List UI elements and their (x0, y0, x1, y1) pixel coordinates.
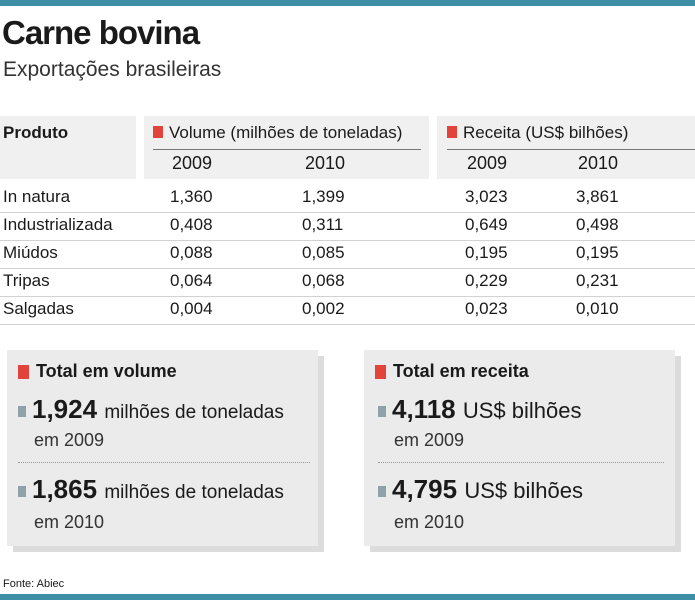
total-volume-box: Total em volume 1,924 milhões de tonelad… (7, 350, 318, 546)
total-revenue-title: Total em receita (393, 361, 529, 381)
total-revenue-marker (375, 365, 386, 379)
header-divider (429, 116, 437, 179)
source-note: Fonte: Abiec (3, 578, 65, 590)
year-volume-2010: 2010 (304, 153, 346, 173)
total-revenue-2010-unit: US$ bilhões (464, 478, 583, 503)
total-volume-title: Total em volume (36, 361, 177, 381)
chart-title: Carne bovina (2, 14, 200, 51)
volume-2009: 1,360 (170, 187, 213, 206)
revenue-2010: 0,195 (576, 243, 619, 262)
volume-2010: 0,085 (302, 243, 345, 262)
year-revenue-2010: 2010 (577, 153, 619, 173)
revenue-2010: 3,861 (576, 187, 619, 206)
revenue-2009: 0,229 (465, 271, 508, 290)
total-revenue-box: Total em receita 4,118 US$ bilhões em 20… (364, 350, 675, 546)
header-product: Produto (3, 123, 69, 142)
total-revenue-2009-value: 4,118 (392, 394, 456, 424)
volume-2010: 0,002 (302, 299, 345, 318)
table-row: Tripas 0,064 0,068 0,229 0,231 (0, 268, 695, 297)
volume-2009: 0,004 (170, 299, 213, 318)
revenue-2009: 0,195 (465, 243, 508, 262)
total-revenue-2009: 4,118 US$ bilhões (392, 394, 582, 425)
total-revenue-2010-year: em 2010 (394, 512, 465, 532)
total-revenue-2009-year: em 2009 (394, 430, 465, 450)
bottom-accent-bar (0, 594, 695, 600)
chart-subtitle: Exportações brasileiras (3, 58, 222, 81)
bullet-icon (378, 486, 386, 497)
total-volume-2010: 1,865 milhões de toneladas (32, 474, 284, 505)
year-volume-2009: 2009 (171, 153, 213, 173)
header-revenue: Receita (US$ bilhões) (463, 123, 629, 142)
revenue-2010: 0,231 (576, 271, 619, 290)
header-divider (136, 116, 144, 179)
total-volume-2009-year: em 2009 (34, 430, 105, 450)
total-revenue-2010: 4,795 US$ bilhões (392, 474, 583, 505)
total-volume-marker (18, 365, 29, 379)
revenue-2010: 0,498 (576, 215, 619, 234)
product-name: Miúdos (3, 243, 58, 262)
product-name: Industrializada (3, 215, 113, 234)
volume-2010: 0,068 (302, 271, 345, 290)
total-volume-2010-value: 1,865 (32, 474, 98, 504)
revenue-2009: 0,023 (465, 299, 508, 318)
dotted-divider (18, 462, 310, 463)
table-header (0, 116, 695, 179)
volume-2009: 0,088 (170, 243, 213, 262)
year-revenue-2009: 2009 (466, 153, 508, 173)
total-volume-2009: 1,924 milhões de toneladas (32, 394, 284, 425)
bullet-icon (18, 406, 26, 417)
revenue-2009: 0,649 (465, 215, 508, 234)
revenue-marker (447, 126, 457, 138)
bullet-icon (378, 406, 386, 417)
total-volume-2009-unit: milhões de toneladas (104, 402, 284, 423)
product-name: In natura (3, 187, 71, 206)
bullet-icon (18, 486, 26, 497)
total-volume-2010-unit: milhões de toneladas (104, 482, 284, 503)
revenue-header-rule (447, 149, 695, 150)
volume-2010: 0,311 (302, 215, 344, 234)
table-row: Industrializada 0,408 0,311 0,649 0,498 (0, 212, 695, 241)
revenue-2009: 3,023 (465, 187, 508, 206)
table-row: In natura 1,360 1,399 3,023 3,861 (0, 184, 695, 213)
table-row: Salgadas 0,004 0,002 0,023 0,010 (0, 296, 695, 325)
volume-header-rule (153, 149, 421, 150)
total-revenue-2009-unit: US$ bilhões (462, 398, 582, 423)
volume-2009: 0,408 (170, 215, 213, 234)
revenue-2010: 0,010 (576, 299, 619, 318)
product-name: Salgadas (3, 299, 74, 318)
header-volume: Volume (milhões de toneladas) (169, 123, 403, 142)
dotted-divider (378, 462, 664, 463)
total-volume-2009-value: 1,924 (32, 394, 98, 424)
table-row: Miúdos 0,088 0,085 0,195 0,195 (0, 240, 695, 269)
product-name: Tripas (3, 271, 50, 290)
volume-marker (153, 126, 163, 138)
total-volume-2010-year: em 2010 (34, 512, 105, 532)
volume-2010: 1,399 (302, 187, 345, 206)
top-accent-bar (0, 0, 695, 6)
total-revenue-2010-value: 4,795 (392, 474, 458, 504)
volume-2009: 0,064 (170, 271, 213, 290)
